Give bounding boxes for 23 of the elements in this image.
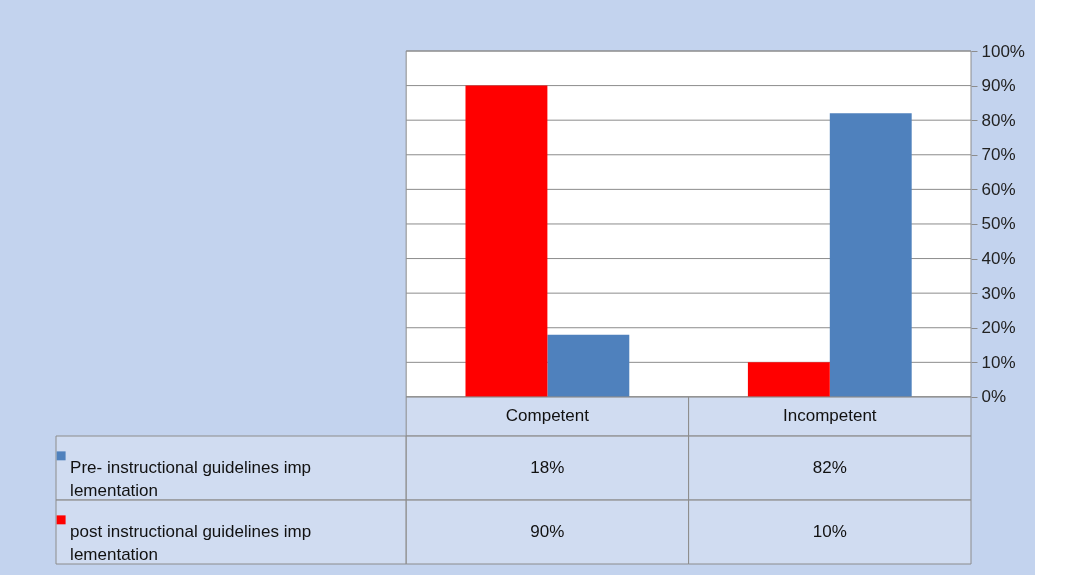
y-tick-label: 40% — [981, 249, 1016, 269]
y-tick-label: 80% — [981, 110, 1016, 130]
legend-label: Pre- instructional guidelines imp lementation — [70, 458, 312, 501]
bar — [547, 334, 630, 397]
y-tick-label: 70% — [981, 145, 1016, 165]
y-tick-label: 10% — [981, 352, 1016, 372]
data-label: 10% — [812, 522, 847, 541]
data-label: 82% — [812, 458, 847, 478]
y-tick-label: 50% — [981, 214, 1016, 234]
x-tick-label: Competent — [505, 406, 590, 426]
legend-label: post instructional guidelines imp lementation — [70, 522, 312, 564]
y-tick-label: 0% — [981, 387, 1007, 407]
data-label: 90% — [530, 522, 565, 541]
bar — [747, 362, 830, 397]
y-tick-label: 30% — [981, 283, 1016, 303]
y-tick-label: 60% — [981, 179, 1016, 199]
x-tick-label: Incompetent — [783, 406, 877, 426]
y-tick-label: 90% — [981, 76, 1016, 96]
data-label: 18% — [530, 458, 565, 478]
y-tick-label: 100% — [981, 41, 1025, 61]
bar — [829, 113, 912, 397]
y-tick-label: 20% — [981, 318, 1016, 338]
bar — [465, 85, 548, 397]
